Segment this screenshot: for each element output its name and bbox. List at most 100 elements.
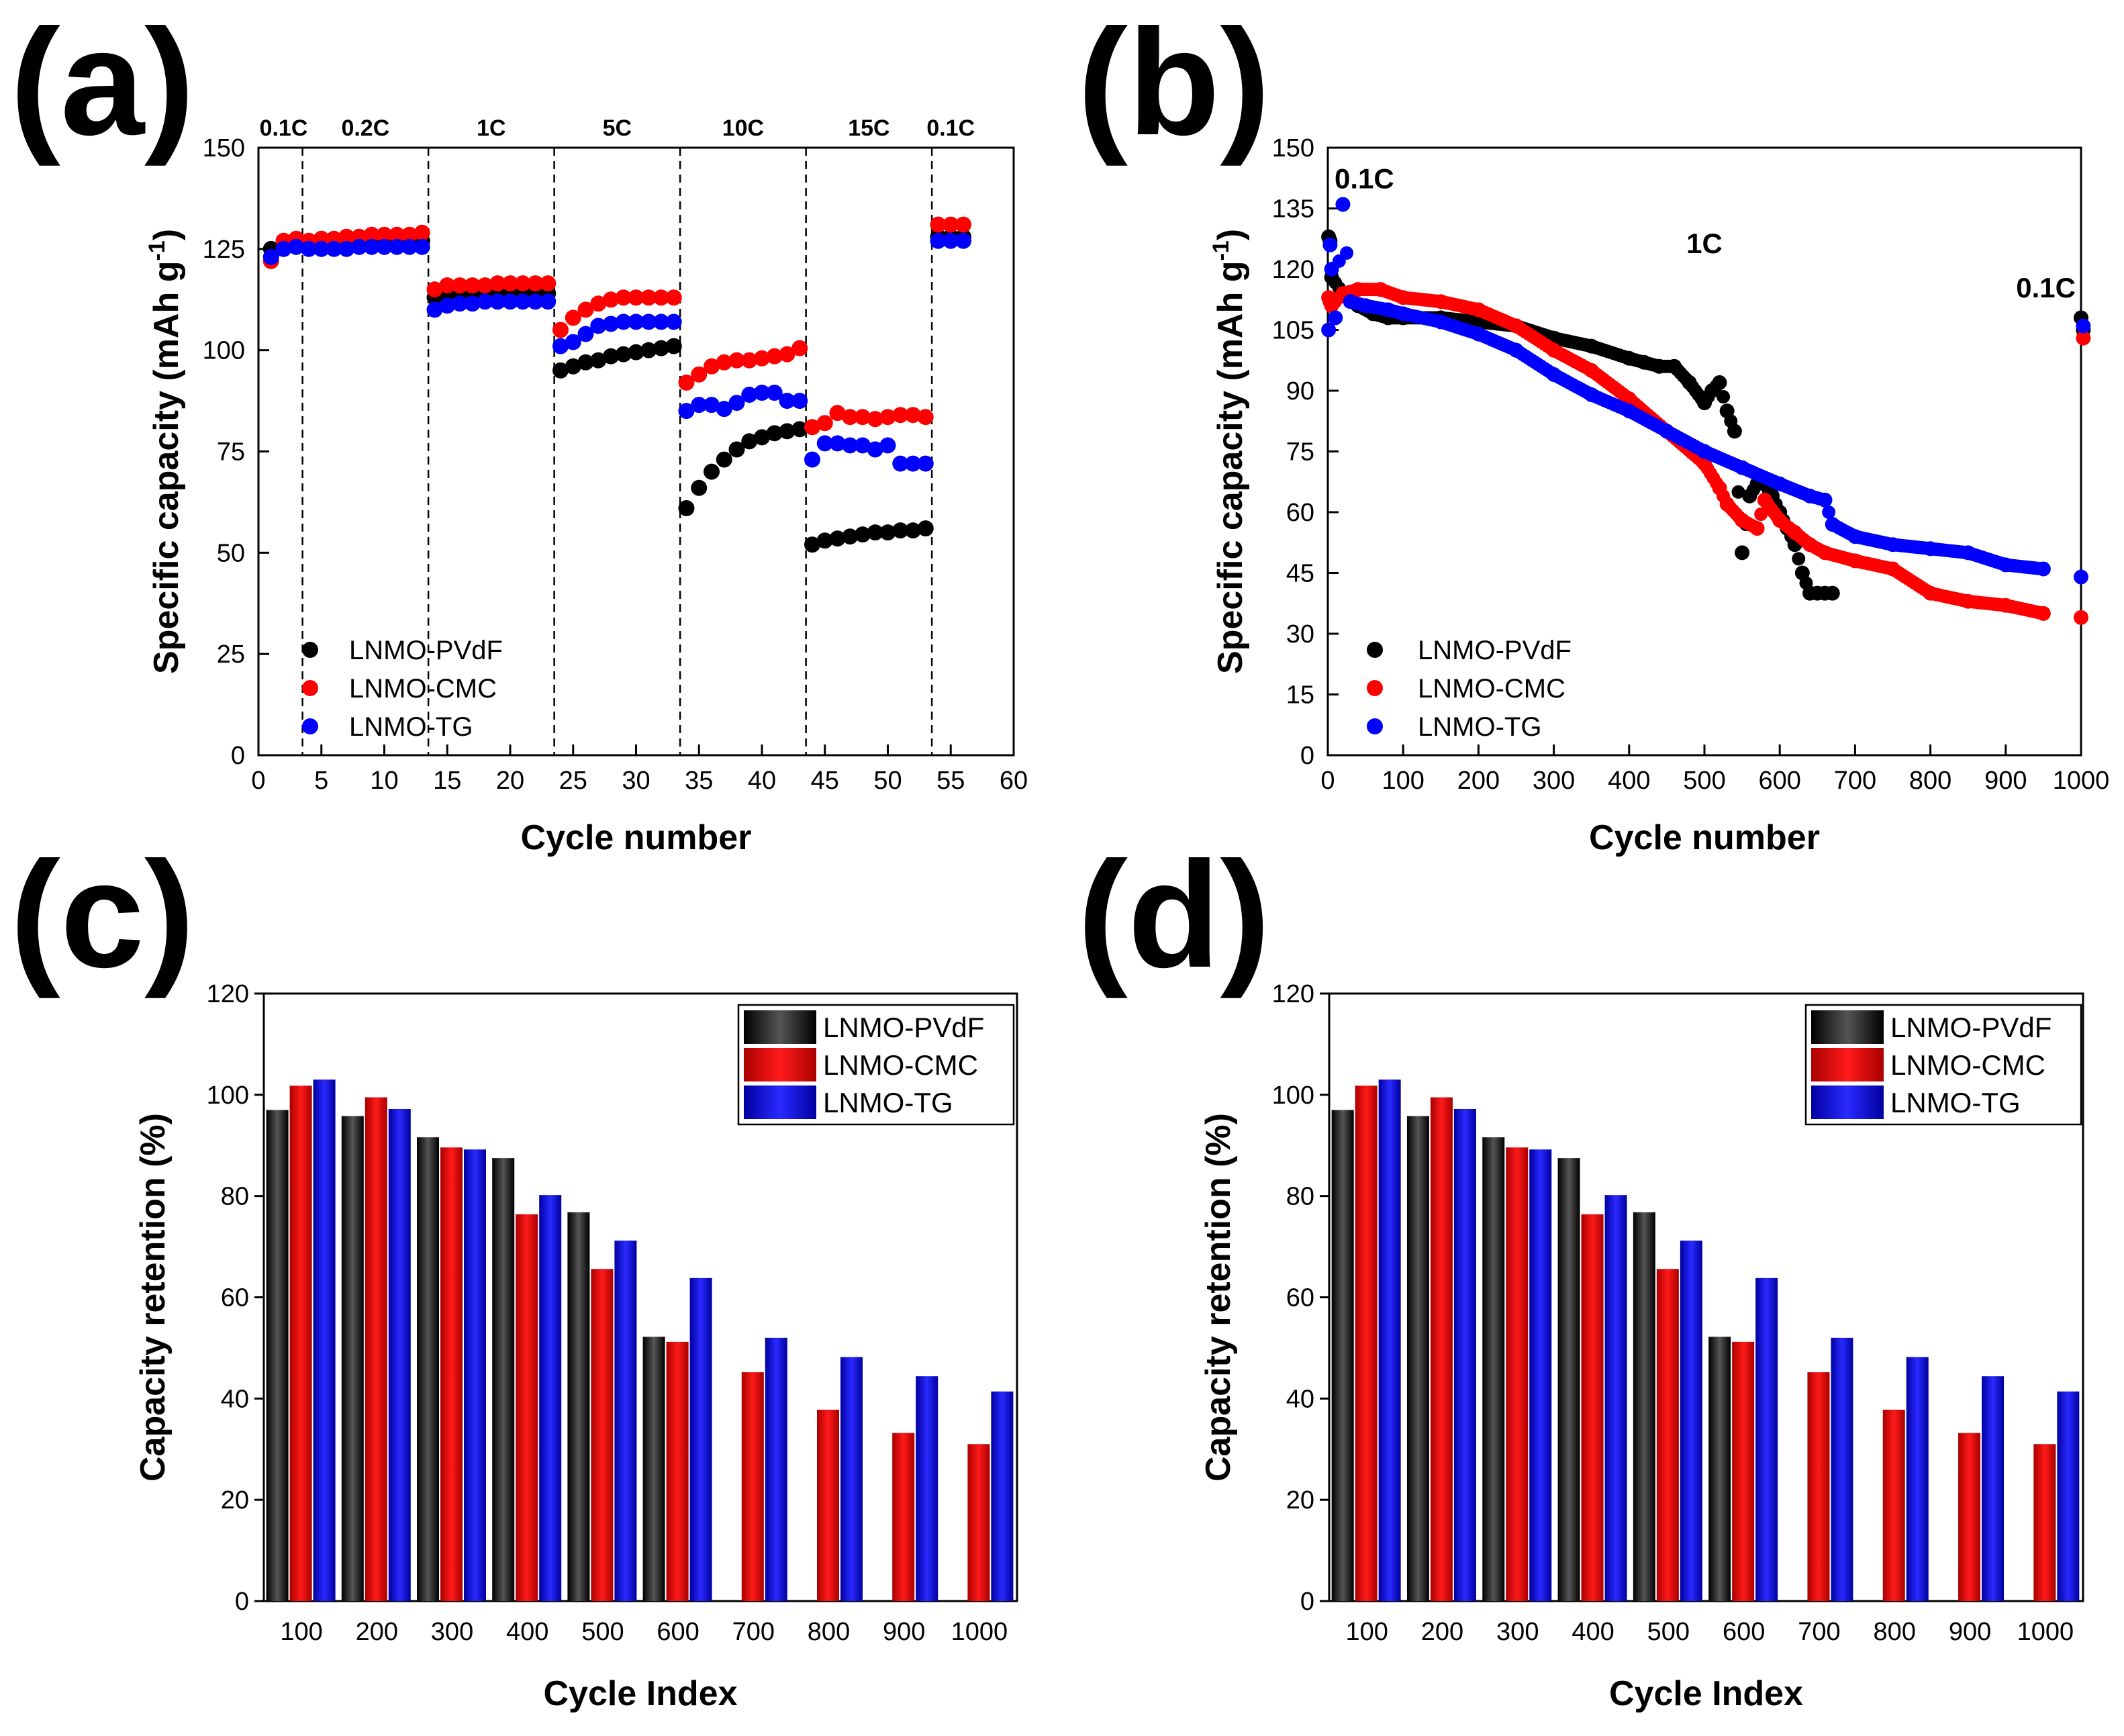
panel-b-long-cycling-chart: 0 15 30 45 60 75 90 105 120 135 150 0 100 200 300 400 50… — [1208, 134, 2109, 857]
y-tick-label: 80 — [221, 1183, 249, 1211]
bar-lnmo-cmc — [516, 1214, 538, 1601]
data-point-lnmo-pvdf — [1717, 390, 1731, 404]
bar-lnmo-pvdf — [1708, 1337, 1731, 1601]
bar-lnmo-cmc — [365, 1097, 387, 1601]
bar-lnmo-cmc — [440, 1147, 463, 1601]
bar-lnmo-pvdf — [1557, 1158, 1580, 1601]
data-point-lnmo-pvdf — [791, 421, 808, 438]
y-tick-label: 60 — [1286, 499, 1314, 527]
bar-lnmo-cmc — [1732, 1341, 1755, 1601]
data-point-lnmo-cmc — [439, 277, 456, 294]
data-point-lnmo-cmc — [855, 409, 871, 426]
data-point-lnmo-pvdf — [665, 338, 682, 354]
data-point-lnmo-tg — [301, 240, 317, 257]
y-tick-label: 20 — [221, 1486, 249, 1514]
data-point-lnmo-tg — [741, 387, 758, 403]
y-tick-label: 0 — [231, 742, 245, 770]
bar-lnmo-pvdf — [1406, 1116, 1429, 1601]
data-point-lnmo-cmc — [414, 224, 430, 241]
x-axis-title-b: Cycle number — [1589, 818, 1820, 857]
data-point-lnmo-tg — [288, 238, 305, 255]
data-point-lnmo-tg — [275, 240, 292, 257]
rate-annotation: 0.1C — [1335, 162, 1394, 194]
data-point-lnmo-cmc — [615, 289, 632, 306]
bar-lnmo-pvdf — [492, 1158, 515, 1601]
data-point-lnmo-tg — [514, 293, 531, 310]
data-point-lnmo-pvdf — [704, 463, 720, 480]
x-tick-label: 900 — [1984, 767, 2027, 795]
x-tick-label: 600 — [1758, 767, 1800, 795]
x-tick-label: 800 — [808, 1618, 850, 1646]
data-point-lnmo-tg — [1822, 505, 1836, 519]
data-point-lnmo-cmc — [766, 348, 783, 365]
data-point-lnmo-tg — [489, 293, 506, 310]
y-axis-title-close: ) — [147, 229, 186, 240]
legend-marker-lnmo-cmc — [302, 680, 318, 696]
data-point-lnmo-tg — [1321, 322, 1337, 338]
bar-lnmo-pvdf — [417, 1137, 439, 1601]
data-point-lnmo-tg — [527, 293, 544, 310]
bar-lnmo-cmc — [1430, 1097, 1453, 1601]
data-point-lnmo-tg — [1817, 492, 1833, 508]
data-point-lnmo-tg — [414, 238, 430, 255]
x-tick-label: 25 — [559, 767, 587, 795]
x-axis-title-c: Cycle Index — [543, 1674, 737, 1713]
x-tick-label: 600 — [1723, 1618, 1765, 1646]
x-tick-label: 100 — [280, 1618, 322, 1646]
data-point-lnmo-cmc — [363, 226, 380, 243]
x-tick-label: 600 — [657, 1618, 699, 1646]
y-tick-label: 105 — [1272, 317, 1314, 345]
bar-lnmo-cmc — [1656, 1269, 1679, 1601]
bar-lnmo-tg — [313, 1079, 336, 1601]
y-axis-title-superscript: -1 — [144, 240, 170, 260]
data-point-lnmo-cmc — [930, 216, 947, 233]
data-point-lnmo-pvdf — [804, 536, 820, 553]
data-point-lnmo-tg — [363, 238, 380, 255]
legend-swatch-lnmo-cmc — [744, 1048, 816, 1081]
bar-lnmo-tg — [388, 1108, 411, 1601]
panel-a-rate-capability-chart: 0 25 50 75 100 125 150 0 5 10 15 20 25 30 35 40 45 50 55 60… — [144, 115, 1028, 857]
data-point-lnmo-tg — [540, 293, 557, 310]
data-point-lnmo-tg — [1328, 310, 1343, 326]
legend-label: LNMO-PVdF — [823, 1012, 984, 1043]
y-tick-label: 40 — [221, 1385, 249, 1413]
bar-lnmo-cmc — [1807, 1372, 1830, 1601]
data-point-lnmo-cmc — [577, 301, 594, 318]
bar-lnmo-pvdf — [341, 1116, 364, 1601]
data-point-lnmo-pvdf — [867, 524, 883, 541]
x-tick-label: 20 — [496, 767, 524, 795]
data-point-lnmo-pvdf — [1825, 585, 1840, 601]
data-point-lnmo-cmc — [943, 216, 959, 233]
x-tick-label: 500 — [581, 1618, 624, 1646]
rate-label: 5C — [603, 115, 632, 141]
y-tick-label: 90 — [1286, 377, 1314, 405]
y-tick-label: 120 — [1272, 980, 1314, 1008]
legend-marker-lnmo-tg — [1367, 718, 1383, 734]
data-point-lnmo-pvdf — [741, 433, 758, 450]
data-point-lnmo-pvdf — [628, 344, 644, 360]
data-point-lnmo-tg — [2076, 318, 2091, 334]
data-point-lnmo-cmc — [590, 295, 607, 312]
data-point-lnmo-tg — [728, 395, 745, 412]
data-point-lnmo-pvdf — [653, 340, 669, 356]
x-tick-label: 0 — [1320, 767, 1335, 795]
data-point-lnmo-cmc — [842, 409, 859, 426]
legend-marker-lnmo-cmc — [1367, 680, 1383, 696]
data-point-lnmo-cmc — [464, 277, 481, 294]
x-tick-label: 700 — [732, 1618, 775, 1646]
data-point-lnmo-cmc — [779, 346, 795, 363]
data-point-lnmo-tg — [804, 451, 820, 468]
x-tick-label: 800 — [1909, 767, 1951, 795]
data-point-lnmo-tg — [892, 455, 909, 472]
data-point-lnmo-tg — [791, 393, 808, 409]
bar-lnmo-cmc — [666, 1341, 689, 1601]
data-point-lnmo-cmc — [653, 289, 669, 306]
legend-label: LNMO-TG — [1418, 712, 1541, 742]
bar-lnmo-tg — [1906, 1357, 1929, 1601]
data-point-lnmo-cmc — [728, 352, 745, 369]
legend-swatch-lnmo-pvdf — [1811, 1010, 1884, 1044]
legend-swatch-lnmo-tg — [1811, 1086, 1884, 1119]
data-point-lnmo-cmc — [401, 226, 418, 243]
bar-lnmo-cmc — [289, 1086, 312, 1601]
rate-label: 15C — [848, 115, 889, 141]
